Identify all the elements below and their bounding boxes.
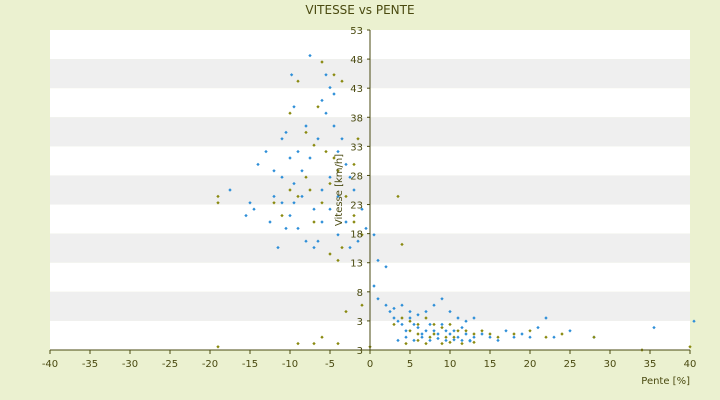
y-tick-label: 23	[350, 201, 363, 212]
data-point	[252, 207, 256, 211]
x-tick-label: 25	[564, 359, 577, 370]
data-point	[692, 319, 696, 323]
data-point	[520, 332, 524, 336]
x-tick-label: 30	[604, 359, 617, 370]
x-tick-label: 10	[444, 359, 457, 370]
x-tick-label: -35	[82, 359, 98, 370]
data-point	[248, 201, 252, 205]
data-point	[324, 111, 328, 115]
data-point	[512, 335, 516, 339]
x-ticks: -40 -35 -30 -25 -20 -15 -10 -5 0 5 10 15 20 25 30 35 40	[42, 350, 697, 370]
x-tick-label: -40	[42, 359, 58, 370]
data-point	[216, 194, 220, 199]
data-point	[512, 332, 516, 336]
y-tick-label: 13	[350, 259, 363, 270]
chart-title: VITESSE vs PENTE	[305, 3, 414, 17]
data-point	[228, 188, 232, 192]
y-tick-label: 8	[357, 288, 363, 299]
y-tick-label: 3	[357, 317, 363, 328]
data-point	[652, 325, 656, 330]
data-point	[216, 201, 220, 205]
x-tick-label: -20	[202, 359, 218, 370]
data-point	[592, 335, 596, 339]
y-axis-title: Vitesse [km/h]	[334, 154, 345, 226]
x-axis-title: Pente [%]	[641, 376, 690, 387]
x-tick-label: 35	[644, 359, 657, 370]
data-point	[288, 111, 292, 115]
x-tick-label: 0	[367, 359, 373, 370]
data-point	[536, 325, 540, 330]
data-point	[552, 335, 556, 339]
x-tick-label: 15	[484, 359, 497, 370]
data-point	[560, 332, 564, 336]
data-point	[340, 79, 344, 83]
y-tick-label: 53	[350, 26, 363, 37]
x-tick-label: -25	[162, 359, 178, 370]
x-tick-label: -30	[122, 359, 138, 370]
x-tick-label: -10	[282, 359, 298, 370]
y-tick-label: 3	[357, 346, 363, 357]
y-tick-label: 43	[350, 84, 363, 95]
y-tick-label: 38	[350, 113, 363, 124]
data-point	[328, 85, 332, 90]
data-point	[216, 345, 220, 349]
x-tick-label: 20	[524, 359, 537, 370]
y-tick-label: 28	[350, 171, 363, 182]
data-point	[296, 79, 300, 83]
y-tick-label: 33	[350, 142, 363, 153]
x-tick-label: -15	[242, 359, 258, 370]
data-point	[332, 92, 336, 96]
data-point	[332, 124, 336, 128]
data-point	[304, 124, 308, 128]
x-tick-label: 5	[407, 359, 413, 370]
data-point	[544, 335, 548, 339]
y-tick-label: 18	[350, 230, 363, 241]
data-point	[308, 53, 312, 58]
data-point	[528, 335, 532, 339]
data-point	[544, 316, 548, 320]
y-tick-label: 48	[350, 55, 363, 66]
x-tick-label: -5	[325, 359, 335, 370]
data-point	[320, 60, 324, 64]
x-tick-label: 40	[684, 359, 697, 370]
